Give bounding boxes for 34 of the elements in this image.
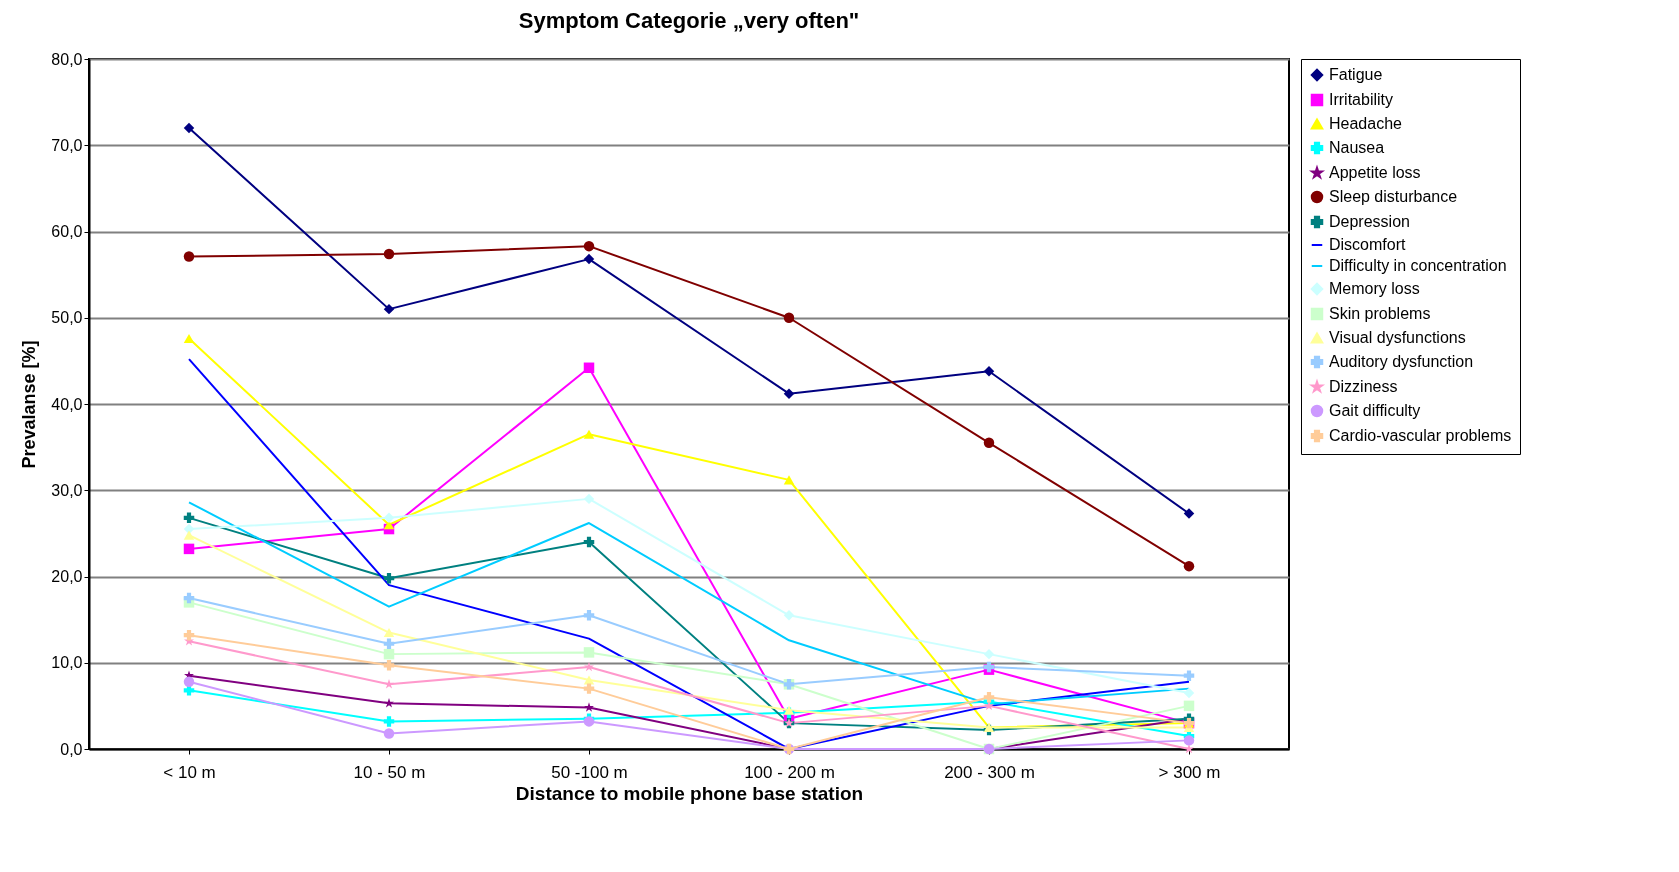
legend-label: Irritability [1329, 91, 1394, 108]
legend-label: Difficulty in concentration [1329, 257, 1507, 274]
y-tick-label: 70,0 [51, 136, 83, 154]
chart-title: Symptom Categorie „very often" [518, 8, 860, 33]
y-tick-label: 40,0 [51, 395, 83, 413]
y-tick-label: 10,0 [51, 654, 83, 672]
legend-label: Appetite loss [1329, 164, 1421, 181]
legend-label: Discomfort [1329, 236, 1407, 253]
legend-label: Auditory dysfunction [1329, 353, 1474, 370]
legend-label: Cardio-vascular problems [1329, 427, 1512, 444]
x-tick-label: 100 - 200 m [744, 762, 835, 782]
legend-label: Headache [1329, 115, 1403, 132]
legend-label: Nausea [1329, 139, 1385, 156]
legend-label: Skin problems [1329, 305, 1431, 322]
legend-label: Dizziness [1329, 378, 1398, 395]
legend-label: Memory loss [1329, 280, 1420, 297]
y-tick-label: 20,0 [51, 568, 83, 585]
legend-label: Gait difficulty [1329, 402, 1421, 419]
x-axis-title: Distance to mobile phone base station [515, 782, 864, 804]
y-tick-label: 30,0 [51, 481, 83, 499]
y-tick-label: 0,0 [60, 740, 83, 758]
y-axis-title: Prevalanse [%] [19, 340, 40, 469]
x-tick-label: 200 - 300 m [944, 762, 1035, 782]
y-tick-label: 60,0 [51, 223, 83, 240]
x-tick-label: 50 -100 m [551, 762, 628, 782]
x-tick-label: < 10 m [163, 762, 216, 782]
x-tick-label: 10 - 50 m [353, 762, 426, 782]
legend-label: Visual dysfunctions [1329, 329, 1466, 346]
y-tick-label: 50,0 [51, 309, 83, 327]
y-tick-label: 80,0 [51, 50, 83, 68]
x-tick-label: > 300 m [1158, 762, 1221, 782]
legend-label: Fatigue [1329, 66, 1383, 83]
legend-label: Depression [1329, 213, 1410, 230]
legend-label: Sleep disturbance [1329, 188, 1458, 205]
